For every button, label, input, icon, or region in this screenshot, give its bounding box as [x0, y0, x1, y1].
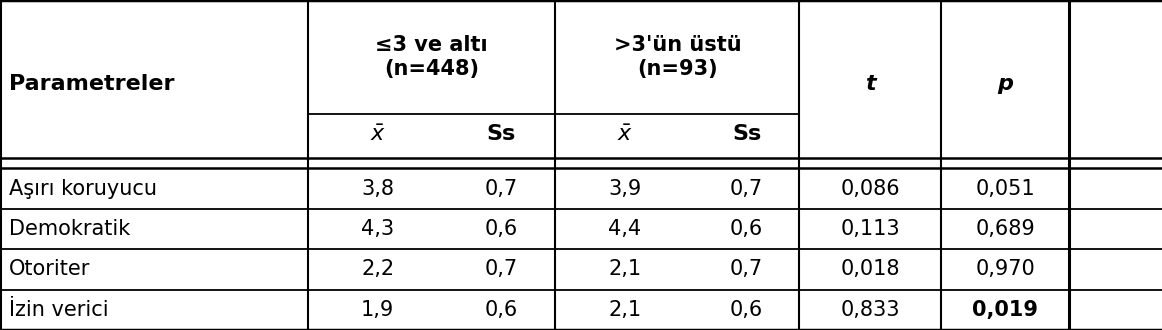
Text: 0,051: 0,051 [975, 179, 1035, 199]
Text: İzin verici: İzin verici [9, 300, 109, 320]
Text: 2,1: 2,1 [608, 259, 641, 280]
Text: $\bar{x}$: $\bar{x}$ [617, 124, 632, 145]
Text: t: t [865, 74, 876, 94]
Text: >3'ün üstü
(n=93): >3'ün üstü (n=93) [614, 35, 741, 79]
Text: 0,7: 0,7 [485, 179, 518, 199]
Text: ≤3 ve altı
(n=448): ≤3 ve altı (n=448) [375, 35, 488, 79]
Text: 4,3: 4,3 [361, 219, 394, 239]
Text: Aşırı koruyucu: Aşırı koruyucu [9, 179, 157, 199]
Text: 0,6: 0,6 [485, 219, 518, 239]
Text: 0,833: 0,833 [840, 300, 901, 320]
Text: Ss: Ss [487, 124, 516, 145]
Text: 0,6: 0,6 [730, 219, 763, 239]
Text: Ss: Ss [732, 124, 761, 145]
Text: 3,9: 3,9 [608, 179, 641, 199]
Text: 0,689: 0,689 [975, 219, 1035, 239]
Text: 0,113: 0,113 [840, 219, 901, 239]
Text: 3,8: 3,8 [361, 179, 394, 199]
Text: $\bar{x}$: $\bar{x}$ [370, 124, 386, 145]
Text: 0,086: 0,086 [840, 179, 901, 199]
Text: 0,7: 0,7 [730, 179, 763, 199]
Text: Otoriter: Otoriter [9, 259, 91, 280]
Text: Parametreler: Parametreler [9, 74, 174, 94]
Text: p: p [997, 74, 1013, 94]
Text: 2,1: 2,1 [608, 300, 641, 320]
Text: 4,4: 4,4 [608, 219, 641, 239]
Text: 0,7: 0,7 [730, 259, 763, 280]
Text: 0,018: 0,018 [840, 259, 901, 280]
Text: 0,019: 0,019 [973, 300, 1038, 320]
Text: 0,6: 0,6 [730, 300, 763, 320]
Text: 1,9: 1,9 [361, 300, 394, 320]
Text: 2,2: 2,2 [361, 259, 394, 280]
Text: 0,6: 0,6 [485, 300, 518, 320]
Text: Demokratik: Demokratik [9, 219, 130, 239]
Text: 0,970: 0,970 [975, 259, 1035, 280]
Text: 0,7: 0,7 [485, 259, 518, 280]
